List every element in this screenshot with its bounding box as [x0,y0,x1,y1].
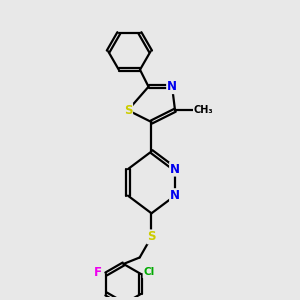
Text: N: N [170,163,180,176]
Text: S: S [124,104,132,117]
Text: Cl: Cl [143,268,155,278]
Text: N: N [170,189,180,202]
Text: F: F [94,266,102,279]
Text: N: N [167,80,177,93]
Text: CH₃: CH₃ [194,105,213,115]
Text: S: S [147,230,156,243]
